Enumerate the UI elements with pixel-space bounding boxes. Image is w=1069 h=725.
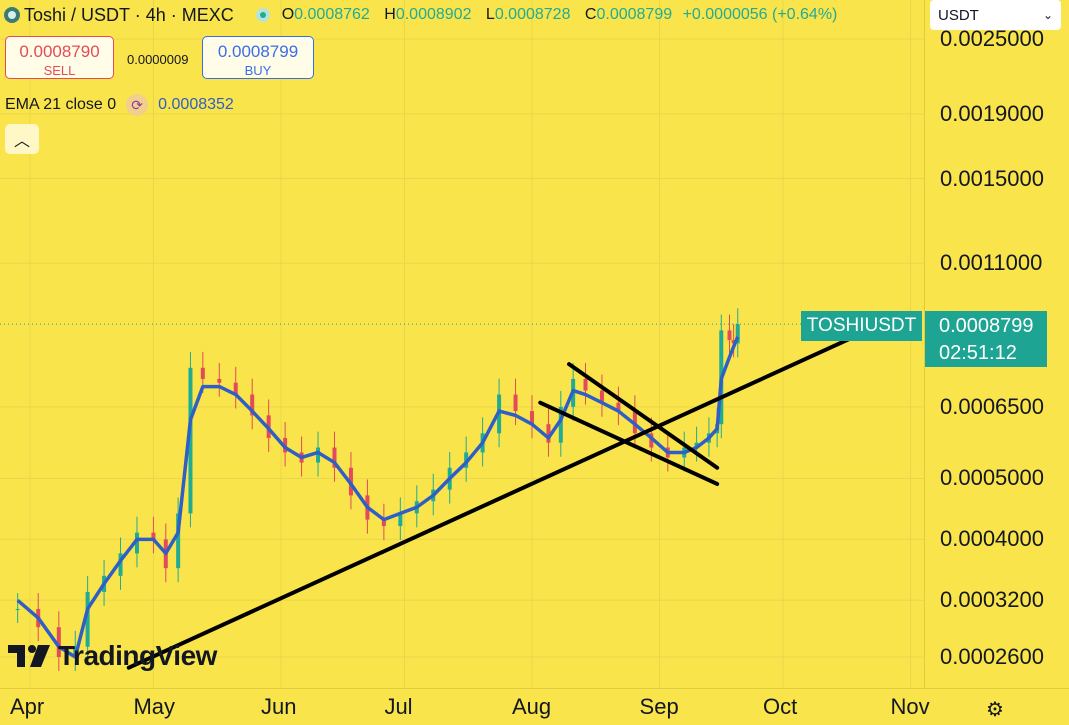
spread-value: 0.0000009 xyxy=(127,52,189,67)
candle-body xyxy=(250,394,255,416)
candle-body xyxy=(56,627,61,657)
tradingview-logo-icon xyxy=(8,645,50,667)
last-price-label: 0.0008799 02:51:12 xyxy=(925,311,1047,367)
price-tick-label: 0.0003200 xyxy=(940,587,1044,613)
candle-body xyxy=(151,532,156,540)
watermark-text: TradingView xyxy=(58,640,217,671)
price-tick-label: 0.0004000 xyxy=(940,526,1044,552)
time-tick-label: May xyxy=(133,694,175,719)
candle-body xyxy=(599,390,604,403)
candle-body xyxy=(15,608,20,610)
time-tick-label: Jul xyxy=(384,694,413,719)
chevron-up-icon: ︿ xyxy=(13,133,30,150)
time-axis[interactable] xyxy=(0,688,1069,725)
candle-body xyxy=(398,513,403,527)
trendline-3 xyxy=(538,400,720,486)
time-tick-label: Jun xyxy=(261,694,297,719)
time-tick-label: Aug xyxy=(512,694,552,719)
ema-line xyxy=(16,336,740,659)
currency-select[interactable]: USDT ⌄ xyxy=(930,0,1061,30)
symbol-info[interactable]: Toshi / USDT · 4h · MEXC O0.0008762 H0.0… xyxy=(4,4,837,26)
gear-icon[interactable]: ⚙ xyxy=(986,699,1004,721)
candle-body xyxy=(217,378,222,383)
candle-body xyxy=(731,340,736,344)
candle-body xyxy=(558,406,563,443)
toshi-coin-icon xyxy=(4,7,20,23)
candle-body xyxy=(332,447,337,468)
price-tick-label: 0.0019000 xyxy=(940,101,1044,126)
candle-body xyxy=(200,367,205,379)
symbol-price-label: TOSHIUSDT xyxy=(801,311,922,341)
buy-label: BUY xyxy=(244,63,272,78)
time-tick-label: Apr xyxy=(10,694,45,719)
buy-price: 0.0008799 xyxy=(217,42,299,61)
last-price-value: 0.0008799 xyxy=(939,315,1034,337)
chevron-down-icon: ⌄ xyxy=(1042,8,1053,22)
price-change: +0.0000056 (+0.64%) xyxy=(682,6,838,23)
candle-body xyxy=(546,424,551,443)
indicator-value: 0.0008352 xyxy=(158,96,234,113)
candle-body xyxy=(134,532,139,554)
price-tick-label: 0.0025000 xyxy=(940,26,1044,52)
market-open-dot-icon xyxy=(255,8,270,22)
collapse-legend-button[interactable]: ︿ xyxy=(5,124,39,154)
trendline-1 xyxy=(126,331,864,670)
candle-body xyxy=(735,324,740,344)
candle-body xyxy=(649,433,654,448)
candle-body xyxy=(381,519,386,527)
indicator-label[interactable]: EMA 21 close 0 xyxy=(5,96,117,113)
indicator-loading-icon: ⟳ xyxy=(126,94,149,116)
time-tick-label: Sep xyxy=(639,694,679,719)
time-tick-label: Oct xyxy=(763,694,798,719)
sell-button[interactable]: 0.0008790 SELL xyxy=(5,36,114,79)
trendline-2 xyxy=(567,362,720,470)
candle-body xyxy=(176,513,181,569)
candle-body xyxy=(530,411,534,425)
price-tick-label: 0.0006500 xyxy=(940,393,1044,419)
currency-select-value: USDT xyxy=(938,6,979,24)
candle-body xyxy=(85,591,90,647)
candle-body xyxy=(188,367,193,514)
symbol-title[interactable]: Toshi / USDT · 4h · MEXC xyxy=(24,4,234,25)
price-tick-label: 0.0015000 xyxy=(940,165,1044,191)
price-tick-label: 0.0002600 xyxy=(940,644,1044,669)
candle-body xyxy=(694,442,699,448)
candle-body xyxy=(316,447,321,463)
candle-body xyxy=(233,382,238,395)
buy-button[interactable]: 0.0008799 BUY xyxy=(202,36,314,79)
indicator-legend[interactable]: EMA 21 close 0 ⟳ 0.0008352 xyxy=(5,94,234,116)
candle-body xyxy=(118,553,123,576)
price-tick-label: 0.0011000 xyxy=(940,250,1043,276)
time-tick-label: Nov xyxy=(890,694,930,719)
bar-countdown: 02:51:12 xyxy=(939,342,1017,364)
tradingview-watermark[interactable]: TradingView xyxy=(8,640,217,672)
sell-label: SELL xyxy=(43,63,76,78)
sell-price: 0.0008790 xyxy=(19,42,100,61)
candle-body xyxy=(616,402,621,412)
candle-body xyxy=(513,394,518,412)
price-tick-label: 0.0005000 xyxy=(940,465,1044,491)
candle-body xyxy=(583,378,588,391)
ohlc-values: O0.0008762 H0.0008902 L0.0008728 C0.0008… xyxy=(281,6,838,23)
candle-body xyxy=(727,330,732,341)
